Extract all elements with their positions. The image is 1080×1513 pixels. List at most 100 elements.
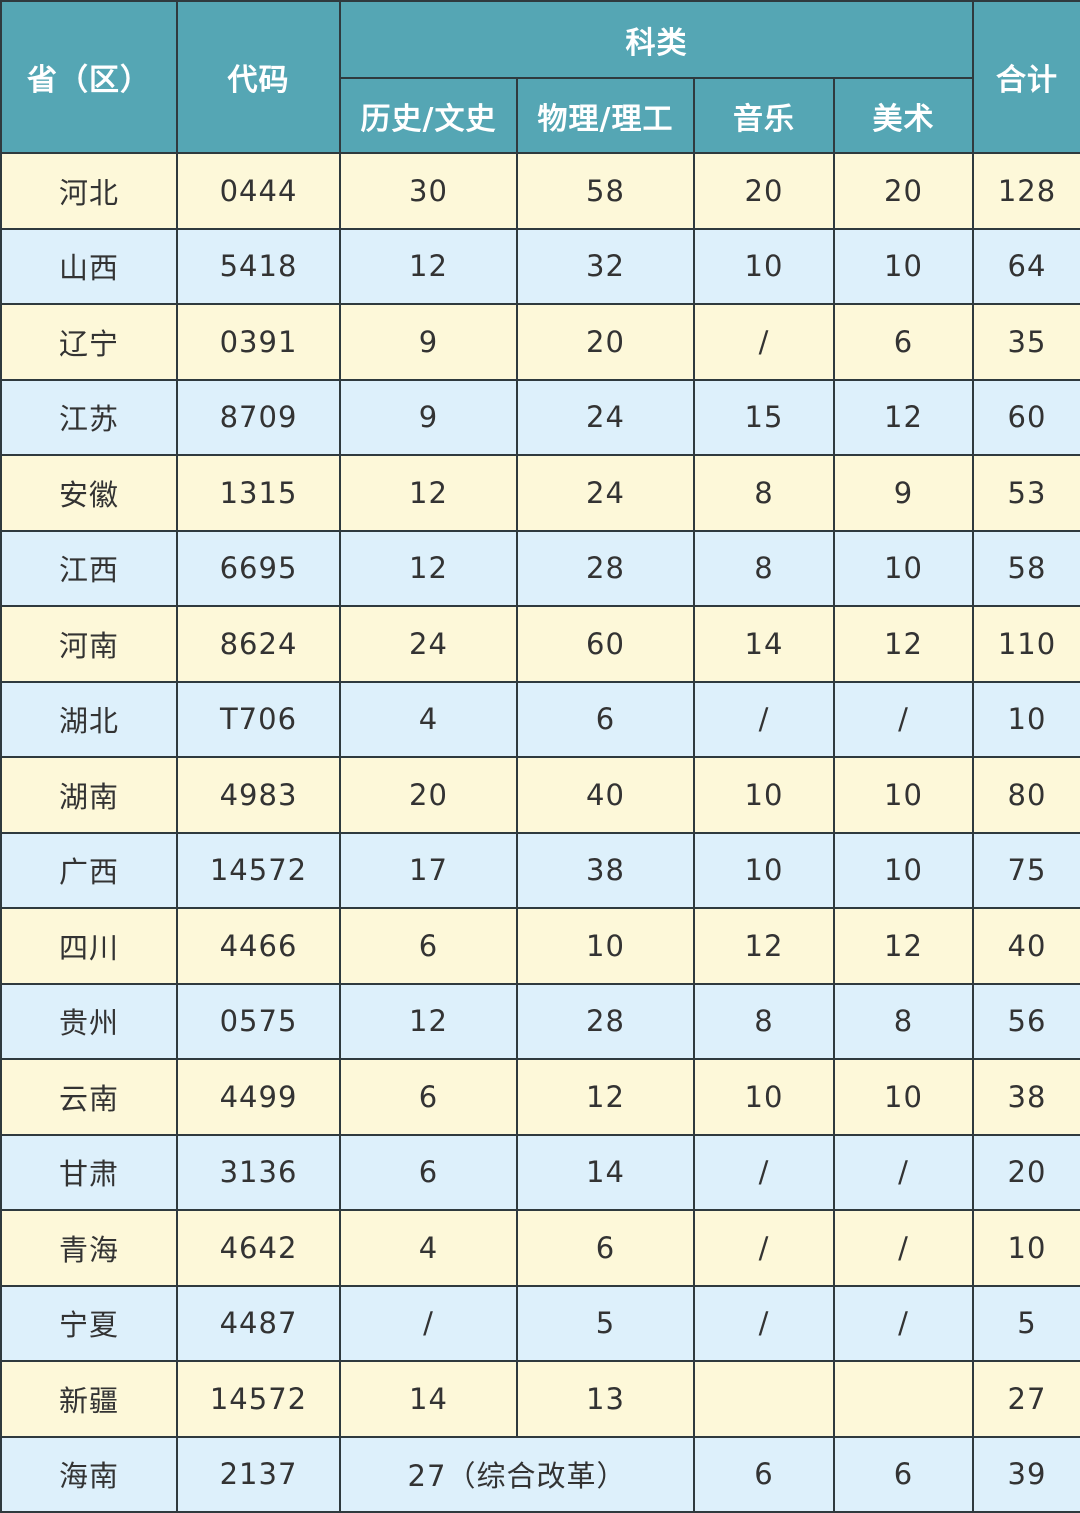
cell-total: 10	[972, 1209, 1080, 1287]
table-row: 安徽 1315 12 24 8 9 53	[0, 454, 1080, 532]
cell-music: 10	[693, 831, 835, 909]
cell-province: 江西	[0, 529, 178, 607]
cell-art: /	[833, 1284, 974, 1362]
cell-province: 宁夏	[0, 1284, 178, 1362]
cell-music	[693, 1360, 835, 1438]
cell-total: 53	[972, 454, 1080, 532]
cell-history: 20	[339, 756, 518, 834]
cell-art: 12	[833, 605, 974, 683]
header-province: 省（区）	[0, 0, 178, 154]
cell-art: /	[833, 1209, 974, 1287]
cell-art: 20	[833, 152, 974, 230]
table-row: 广西 14572 17 38 10 10 75	[0, 831, 1080, 909]
cell-total: 128	[972, 152, 1080, 230]
cell-province: 河北	[0, 152, 178, 230]
table-row: 青海 4642 4 6//10	[0, 1209, 1080, 1287]
cell-total: 58	[972, 529, 1080, 607]
cell-total: 20	[972, 1133, 1080, 1211]
table-row: 山西 5418 12 32 10 10 64	[0, 227, 1080, 305]
cell-art: /	[833, 1133, 974, 1211]
cell-art: 10	[833, 1058, 974, 1136]
cell-code: 8624	[176, 605, 341, 683]
cell-history: 4	[339, 1209, 518, 1287]
cell-total: 10	[972, 680, 1080, 758]
cell-total: 80	[972, 756, 1080, 834]
cell-code: 4466	[176, 907, 341, 985]
table-row: 辽宁 0391 9 20/6 35	[0, 303, 1080, 381]
cell-art: 10	[833, 756, 974, 834]
cell-province: 辽宁	[0, 303, 178, 381]
cell-total: 60	[972, 378, 1080, 456]
cell-art: 10	[833, 529, 974, 607]
cell-physics: 10	[516, 907, 695, 985]
cell-history: 12	[339, 454, 518, 532]
cell-music: /	[693, 1209, 835, 1287]
cell-art	[833, 1360, 974, 1438]
cell-history: 6	[339, 907, 518, 985]
cell-combined: 27（综合改革）	[339, 1435, 695, 1513]
cell-province: 山西	[0, 227, 178, 305]
cell-physics: 58	[516, 152, 695, 230]
cell-physics: 12	[516, 1058, 695, 1136]
cell-history: 12	[339, 529, 518, 607]
table-row: 宁夏 4487/5//5	[0, 1284, 1080, 1362]
cell-total: 38	[972, 1058, 1080, 1136]
cell-total: 40	[972, 907, 1080, 985]
table-row: 河北 0444 30 58 20 20 128	[0, 152, 1080, 230]
cell-history: 17	[339, 831, 518, 909]
cell-code: 4487	[176, 1284, 341, 1362]
table-row: 湖北 T706 4 6//10	[0, 680, 1080, 758]
table-row: 海南 2137 27（综合改革） 6 6 39	[0, 1435, 1080, 1513]
cell-code: 14572	[176, 1360, 341, 1438]
table-row: 甘肃 3136 6 14//20	[0, 1133, 1080, 1211]
cell-history: 30	[339, 152, 518, 230]
cell-province: 海南	[0, 1435, 178, 1513]
cell-history: 6	[339, 1133, 518, 1211]
table-row: 贵州 0575 12 28 8 8 56	[0, 982, 1080, 1060]
cell-physics: 13	[516, 1360, 695, 1438]
cell-province: 新疆	[0, 1360, 178, 1438]
cell-music: 15	[693, 378, 835, 456]
cell-total: 64	[972, 227, 1080, 305]
cell-code: T706	[176, 680, 341, 758]
cell-code: 2137	[176, 1435, 341, 1513]
table-row: 河南 8624 24 60 14 12 110	[0, 605, 1080, 683]
cell-history: 14	[339, 1360, 518, 1438]
cell-art: 12	[833, 907, 974, 985]
cell-code: 0391	[176, 303, 341, 381]
header-music: 音乐	[693, 77, 835, 154]
cell-code: 4983	[176, 756, 341, 834]
header-art: 美术	[833, 77, 974, 154]
header-history: 历史/文史	[339, 77, 518, 154]
cell-total: 110	[972, 605, 1080, 683]
cell-music: 20	[693, 152, 835, 230]
cell-province: 甘肃	[0, 1133, 178, 1211]
cell-history: 12	[339, 982, 518, 1060]
cell-code: 4642	[176, 1209, 341, 1287]
cell-province: 贵州	[0, 982, 178, 1060]
cell-physics: 40	[516, 756, 695, 834]
cell-music: 8	[693, 982, 835, 1060]
cell-code: 4499	[176, 1058, 341, 1136]
table-row: 江苏 8709 9 24 15 12 60	[0, 378, 1080, 456]
cell-code: 8709	[176, 378, 341, 456]
cell-history: 12	[339, 227, 518, 305]
cell-music: /	[693, 1133, 835, 1211]
cell-music: 6	[693, 1435, 835, 1513]
cell-history: 9	[339, 378, 518, 456]
cell-physics: 20	[516, 303, 695, 381]
header-physics: 物理/理工	[516, 77, 695, 154]
cell-music: /	[693, 1284, 835, 1362]
cell-music: 12	[693, 907, 835, 985]
cell-total: 35	[972, 303, 1080, 381]
cell-physics: 24	[516, 378, 695, 456]
cell-physics: 28	[516, 982, 695, 1060]
cell-physics: 5	[516, 1284, 695, 1362]
header-code: 代码	[176, 0, 341, 154]
table-row: 四川 4466 6 10 12 12 40	[0, 907, 1080, 985]
cell-physics: 60	[516, 605, 695, 683]
cell-art: 6	[833, 1435, 974, 1513]
cell-music: 8	[693, 529, 835, 607]
cell-total: 56	[972, 982, 1080, 1060]
